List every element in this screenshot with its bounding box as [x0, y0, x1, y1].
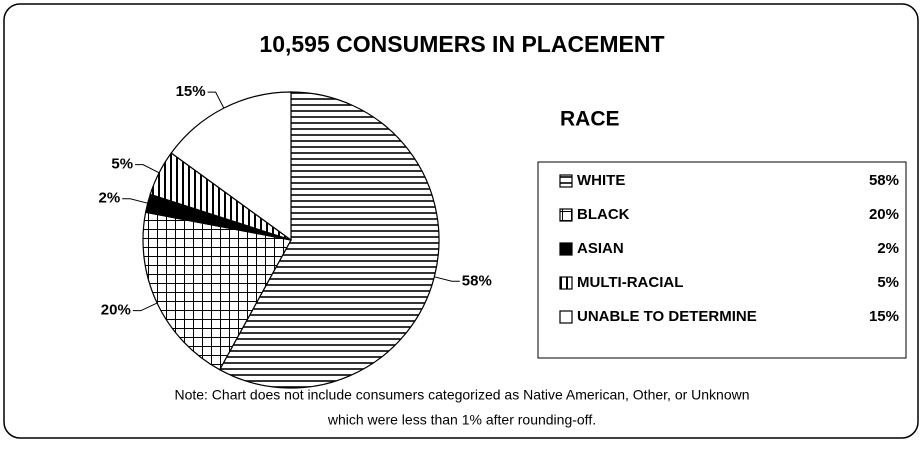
legend-value: 20%	[869, 206, 899, 223]
legend-label: UNABLE TO DETERMINE	[577, 308, 757, 325]
data-label: 2%	[99, 190, 121, 207]
legend-swatch	[559, 276, 573, 290]
leader-line	[122, 198, 148, 204]
leader-line	[132, 302, 158, 312]
legend-value: 15%	[869, 308, 899, 325]
legend-label: MULTI-RACIAL	[577, 274, 683, 291]
chart-title: 10,595 CONSUMERS IN PLACEMENT	[259, 31, 664, 57]
legend-value: 58%	[869, 172, 899, 189]
legend-value: 5%	[877, 274, 899, 291]
pie-slice	[142, 211, 292, 371]
leader-line	[207, 91, 225, 109]
legend-swatch	[559, 208, 573, 222]
data-label: 5%	[111, 156, 133, 173]
legend-label: WHITE	[577, 172, 625, 189]
legend-label: ASIAN	[577, 240, 624, 257]
note: Note: Chart does not include consumers c…	[174, 387, 749, 403]
leader-line	[434, 276, 460, 282]
legend-swatch	[559, 174, 573, 188]
leader-line	[135, 164, 160, 174]
legend-title: RACE	[560, 108, 620, 131]
legend-value: 2%	[877, 240, 899, 257]
data-label: 20%	[101, 302, 131, 319]
legend-swatch	[559, 310, 573, 324]
legend-box	[537, 161, 907, 359]
data-label: 58%	[462, 272, 492, 289]
note: which were less than 1% after rounding-o…	[327, 412, 596, 428]
legend-label: BLACK	[577, 206, 630, 223]
data-label: 15%	[176, 83, 206, 100]
legend-swatch	[559, 242, 573, 256]
